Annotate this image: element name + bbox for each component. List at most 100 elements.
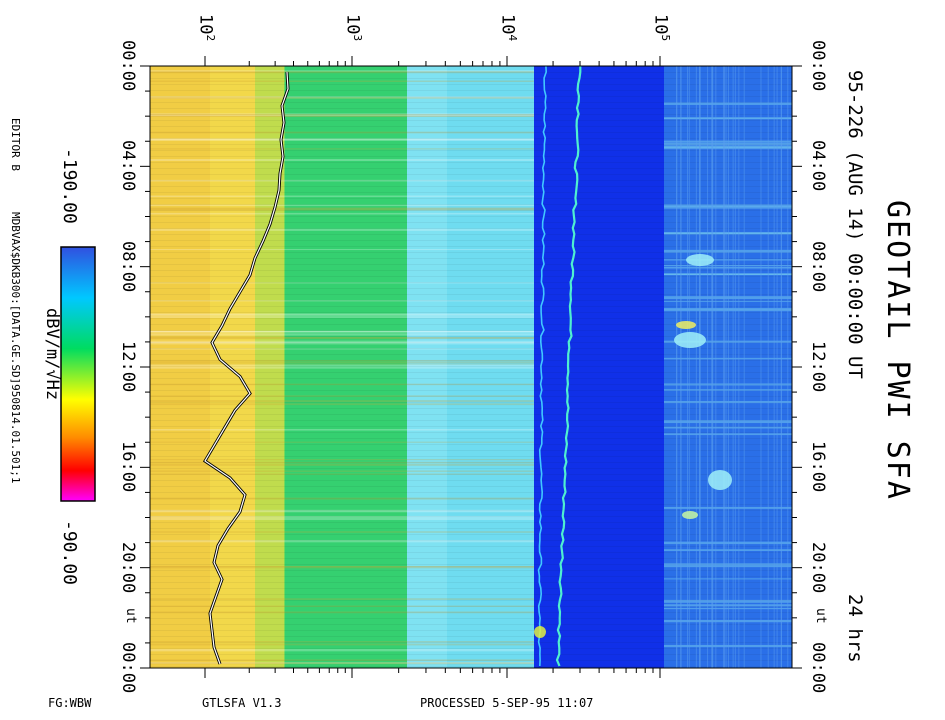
frequency-line	[760, 66, 762, 668]
emission-blob	[686, 254, 714, 266]
frequency-line	[715, 66, 717, 668]
colorbar-unit-label: dBV/m/√Hz	[42, 308, 62, 401]
ut-label-right: ut	[813, 608, 828, 624]
time-streak	[150, 131, 534, 134]
frequency-line	[707, 66, 709, 668]
duration-label: 24 hrs	[844, 594, 866, 663]
spectrogram-features	[150, 65, 792, 668]
time-streak	[150, 565, 534, 568]
y-tick-label-right: 08:00	[808, 240, 828, 292]
time-streak	[150, 473, 534, 475]
time-streak	[150, 359, 534, 362]
time-streak	[150, 428, 534, 431]
time-streak	[150, 138, 534, 141]
x-tick-label: 104	[497, 14, 519, 42]
time-streak	[150, 341, 534, 345]
time-streak	[150, 539, 534, 543]
colorbar-max-label: -90.00	[59, 520, 80, 586]
frequency-line	[699, 66, 701, 668]
time-streak	[150, 314, 534, 317]
time-streak	[150, 363, 534, 365]
time-streak	[150, 337, 534, 339]
time-streak	[150, 509, 534, 512]
time-streak	[150, 212, 534, 215]
emission-blob	[682, 511, 698, 519]
frequency-line	[725, 66, 727, 668]
time-streak	[150, 228, 534, 231]
time-streak	[150, 648, 534, 652]
y-tick-label-right: 04:00	[808, 140, 828, 192]
time-streak	[150, 313, 534, 315]
colorbar	[60, 246, 96, 502]
time-streak	[150, 566, 534, 569]
frequency-line	[780, 66, 782, 668]
time-streak	[150, 661, 534, 664]
time-streak	[150, 97, 534, 99]
time-streak	[150, 316, 534, 318]
time-streak	[150, 605, 534, 607]
frequency-line	[686, 66, 688, 668]
time-streak	[150, 330, 534, 333]
frequency-line	[743, 66, 745, 668]
y-axis-ticks	[140, 65, 802, 669]
time-streak	[150, 643, 534, 646]
frequency-line	[738, 66, 740, 668]
frequency-line	[787, 66, 789, 668]
frequency-line	[688, 66, 690, 668]
time-streak	[150, 70, 534, 72]
time-streak	[150, 459, 534, 461]
time-streak	[150, 403, 534, 406]
dataset-path: MDBVAX$DKB300:[DATA.GE.SD]950814.01.501;…	[9, 212, 22, 484]
time-streak	[150, 148, 534, 150]
time-streak	[150, 662, 534, 665]
colorbar-min-label: -190.00	[59, 148, 80, 224]
x-tick-label: 103	[342, 14, 364, 42]
time-streak	[150, 598, 534, 600]
time-streak	[150, 641, 534, 643]
time-streak	[150, 113, 534, 116]
time-streak	[150, 517, 534, 521]
frequency-line	[723, 66, 725, 668]
y-tick-label-left: 20:00	[118, 541, 138, 593]
time-streak	[150, 331, 534, 333]
y-tick-label-left: 16:00	[118, 441, 138, 493]
editor-label: EDITOR B	[9, 118, 22, 171]
y-tick-label-left: 00:00	[118, 642, 138, 694]
time-streak	[150, 531, 534, 533]
plasma-trace	[555, 66, 582, 667]
frequency-line	[712, 66, 714, 668]
frequency-line	[680, 66, 682, 668]
frequency-line	[727, 66, 729, 668]
plasma-trace	[537, 65, 548, 667]
emission-blob	[676, 321, 696, 329]
frequency-line	[722, 66, 724, 668]
time-streak	[150, 96, 534, 99]
time-streak	[150, 115, 534, 117]
x-tick-label: 105	[650, 14, 672, 42]
ut-label-left: ut	[123, 608, 138, 624]
figure-subtitle: 95-226 (AUG 14) 00:00:00 UT	[844, 70, 866, 379]
time-streak	[150, 207, 534, 210]
y-tick-label-right: 12:00	[808, 341, 828, 393]
time-streak	[150, 463, 534, 466]
frequency-line	[711, 66, 713, 668]
time-streak	[150, 249, 534, 251]
time-streak	[150, 340, 534, 343]
time-streak	[150, 208, 534, 211]
time-streak	[150, 461, 534, 463]
y-tick-label-left: 12:00	[118, 341, 138, 393]
frequency-line	[767, 66, 769, 668]
time-streak	[150, 361, 534, 364]
time-streak	[150, 300, 534, 302]
time-streak	[150, 441, 534, 443]
emission-blob	[674, 332, 706, 348]
frequency-line	[776, 66, 778, 668]
time-streak	[150, 366, 534, 369]
y-tick-label-left: 08:00	[118, 240, 138, 292]
frequency-line	[699, 66, 701, 668]
emission-blob	[708, 470, 732, 490]
time-streak	[150, 282, 534, 284]
time-streak	[150, 179, 534, 182]
